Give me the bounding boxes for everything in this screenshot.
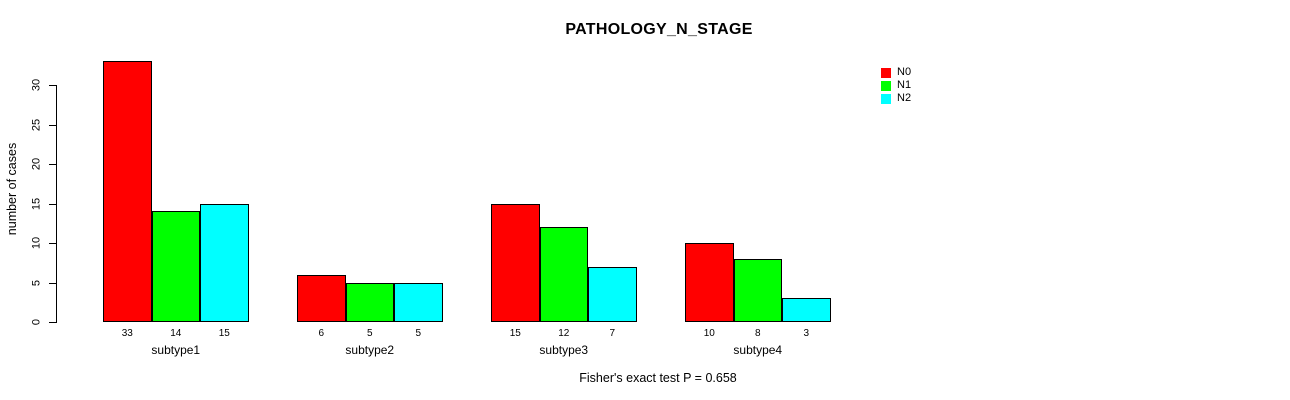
bar-value-label: 5 xyxy=(366,328,373,339)
bar-value-label: 5 xyxy=(415,328,422,339)
bar-N1-subtype3 xyxy=(539,227,588,322)
legend-swatch-N1 xyxy=(881,80,891,91)
legend-label: N0 xyxy=(897,66,912,78)
y-axis-tick xyxy=(49,164,56,165)
legend-item-N2: N2 xyxy=(881,92,911,105)
bar-N2-subtype2 xyxy=(394,282,443,322)
bar-value-label: 15 xyxy=(509,328,521,339)
y-axis-tick-label: 20 xyxy=(30,157,43,171)
y-axis-tick xyxy=(49,124,56,126)
y-axis-tick xyxy=(49,85,56,86)
bar-N1-subtype4 xyxy=(733,258,782,322)
legend-item-N0: N0 xyxy=(881,66,911,79)
bar-value-label: 14 xyxy=(170,328,182,339)
bar-value-label: 33 xyxy=(121,328,133,339)
legend-label: N2 xyxy=(897,92,912,104)
bar-value-label: 12 xyxy=(558,328,570,339)
y-axis-tick-label: 10 xyxy=(30,236,43,250)
chart-title: PATHOLOGY_N_STAGE xyxy=(565,21,753,38)
y-axis-tick-label: 0 xyxy=(30,318,43,326)
bar-N1-subtype1 xyxy=(151,211,200,322)
category-label-subtype1: subtype1 xyxy=(151,343,201,357)
bar-value-label: 6 xyxy=(318,328,325,339)
bar-N1-subtype2 xyxy=(345,282,394,322)
bar-value-label: 15 xyxy=(218,328,230,339)
y-axis-tick xyxy=(49,243,56,244)
bar-value-label: 7 xyxy=(609,328,616,339)
fisher-test-annotation: Fisher's exact test P = 0.658 xyxy=(579,371,737,385)
legend-swatch-N0 xyxy=(881,67,891,78)
y-axis-tick-label: 30 xyxy=(30,78,43,92)
bar-value-label: 8 xyxy=(754,328,761,339)
bar-N2-subtype1 xyxy=(200,203,249,322)
bar-N2-subtype3 xyxy=(588,266,637,322)
y-axis-tick xyxy=(49,203,56,205)
bar-value-label: 10 xyxy=(703,328,715,339)
y-axis-tick xyxy=(49,322,56,323)
category-label-subtype3: subtype3 xyxy=(539,343,589,357)
bar-value-label: 3 xyxy=(803,328,810,339)
y-axis-tick-label: 5 xyxy=(30,279,43,286)
category-label-subtype2: subtype2 xyxy=(345,343,395,357)
legend-label: N1 xyxy=(897,79,912,91)
y-axis-line xyxy=(56,85,57,323)
y-axis-tick-label: 25 xyxy=(30,118,43,131)
legend: N0 N1 N2 xyxy=(881,66,911,105)
category-label-subtype4: subtype4 xyxy=(733,343,783,357)
bar-N0-subtype1 xyxy=(103,61,152,322)
bar-N0-subtype4 xyxy=(685,243,734,322)
y-axis-tick-label: 15 xyxy=(30,197,43,210)
legend-swatch-N2 xyxy=(881,93,891,104)
y-axis-tick xyxy=(49,282,56,284)
bar-N0-subtype3 xyxy=(491,203,540,322)
bar-N2-subtype4 xyxy=(782,298,831,322)
legend-item-N1: N1 xyxy=(881,79,911,92)
bar-N0-subtype2 xyxy=(297,274,346,322)
